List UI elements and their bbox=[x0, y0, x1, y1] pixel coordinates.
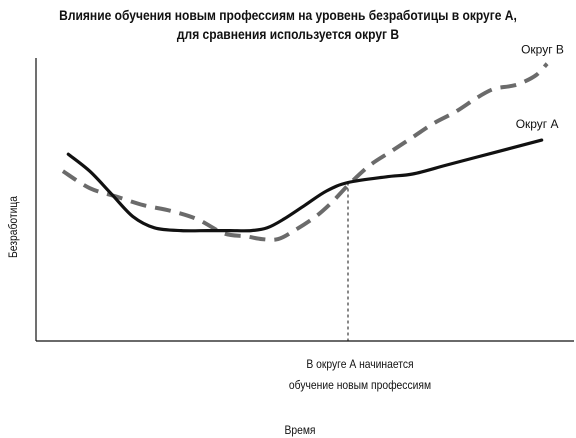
series-okrug-a-line bbox=[66, 138, 544, 233]
annotation-line-2: обучение новым профессиям bbox=[288, 378, 432, 392]
x-axis-label: Время bbox=[284, 423, 316, 437]
chart-title: Влияние обучения новым профессиям на уро… bbox=[40, 6, 535, 44]
annotation-text: В округе А начинается обучение новым про… bbox=[257, 354, 463, 396]
chart-title-line-1: Влияние обучения новым профессиям на уро… bbox=[59, 7, 517, 23]
series-okrug-b-line bbox=[61, 62, 549, 242]
series-okrug-b-label: Округ В bbox=[521, 43, 564, 57]
annotation-line-1: В округе А начинается bbox=[306, 357, 414, 371]
chart-title-line-2: для сравнения используется округ В bbox=[176, 26, 400, 42]
series-okrug-a-label: Округ А bbox=[516, 117, 559, 131]
